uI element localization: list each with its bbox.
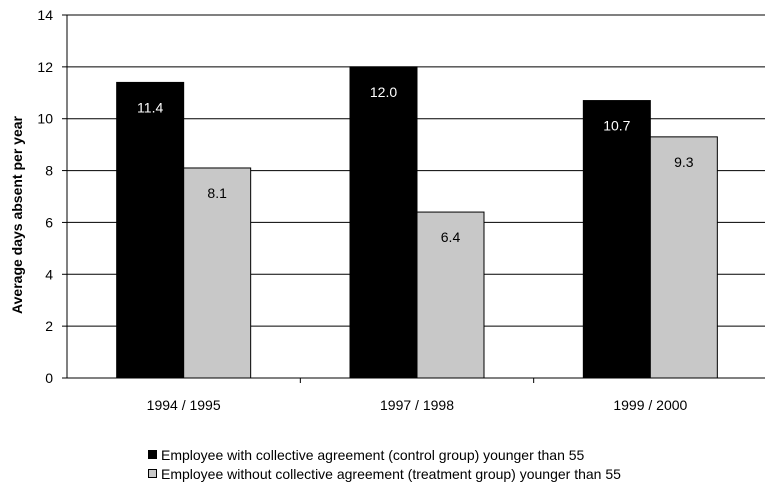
legend-swatch-treatment (148, 469, 157, 478)
y-tick-label: 4 (45, 266, 53, 282)
y-tick-label: 10 (37, 111, 53, 127)
data-label: 11.4 (137, 99, 163, 115)
data-labels: 11.4 8.1 12.0 6.4 10.7 9.3 (137, 84, 694, 245)
y-tick-label: 0 (45, 370, 53, 386)
x-tick-label: 1999 / 2000 (613, 397, 687, 413)
y-tick-labels: 0 2 4 6 8 10 12 14 (37, 7, 53, 386)
axes (62, 14, 765, 383)
bar-control (116, 81, 185, 379)
bar-control (349, 66, 418, 379)
bar-control (582, 100, 651, 379)
legend-item-treatment: Employee without collective agreement (t… (148, 464, 621, 483)
x-tick-label: 1997 / 1998 (380, 397, 454, 413)
y-tick-label: 14 (37, 7, 53, 23)
y-tick-label: 2 (45, 318, 53, 334)
y-axis-label: Average days absent per year (9, 115, 25, 313)
x-tick-label: 1994 / 1995 (147, 397, 221, 413)
legend-swatch-control (148, 450, 157, 459)
legend-label-control: Employee with collective agreement (cont… (161, 446, 585, 463)
data-label: 9.3 (674, 154, 694, 170)
data-label: 8.1 (207, 185, 227, 201)
data-label: 12.0 (370, 84, 397, 100)
x-tick-labels: 1994 / 1995 1997 / 1998 1999 / 2000 (147, 397, 688, 413)
bar-chart: 0 2 4 6 8 10 12 14 1994 / 1995 1997 / 1998 1999 /… (9, 7, 765, 413)
data-label: 6.4 (441, 229, 461, 245)
legend: Employee with collective agreement (cont… (148, 445, 621, 483)
data-label: 10.7 (603, 118, 630, 134)
y-tick-label: 12 (37, 59, 53, 75)
y-tick-label: 6 (45, 214, 53, 230)
bar-treatment (649, 136, 718, 379)
bars (116, 66, 718, 379)
bar-treatment (416, 211, 485, 379)
y-tick-label: 8 (45, 163, 53, 179)
legend-item-control: Employee with collective agreement (cont… (148, 445, 621, 464)
legend-label-treatment: Employee without collective agreement (t… (161, 465, 621, 482)
